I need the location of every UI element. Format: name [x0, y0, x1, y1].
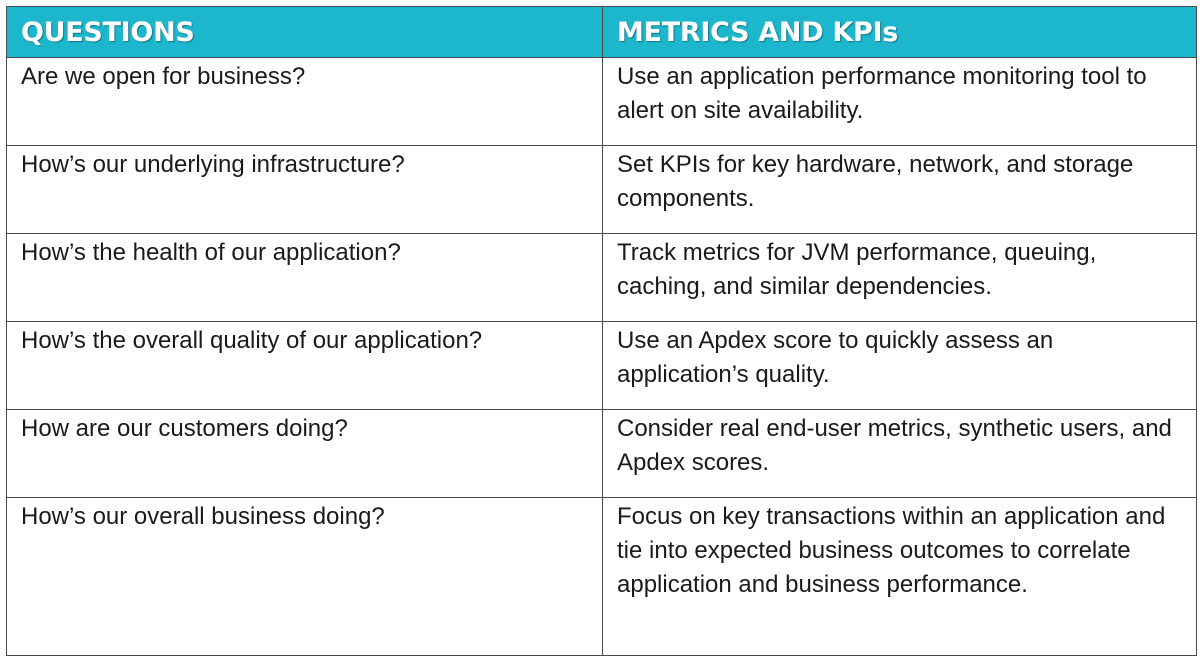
header-row: QUESTIONS METRICS AND KPIs: [6, 6, 1197, 58]
table-row: Are we open for business? Use an applica…: [6, 57, 1197, 146]
table-row: How’s the health of our application? Tra…: [6, 233, 1197, 322]
question-cell: How’s our overall business doing?: [6, 497, 603, 656]
table-header: QUESTIONS METRICS AND KPIs: [6, 6, 1197, 58]
question-cell: How’s our underlying infrastructure?: [6, 145, 603, 234]
table-row: How’s our overall business doing? Focus …: [6, 497, 1197, 656]
metric-cell: Use an application performance monitorin…: [602, 57, 1197, 146]
header-metrics-and-kpis: METRICS AND KPIs: [602, 6, 1197, 58]
question-cell: Are we open for business?: [6, 57, 603, 146]
metric-cell: Set KPIs for key hardware, network, and …: [602, 145, 1197, 234]
table-row: How’s the overall quality of our applica…: [6, 321, 1197, 410]
question-cell: How are our customers doing?: [6, 409, 603, 498]
table-body: Are we open for business? Use an applica…: [6, 57, 1197, 656]
metric-cell: Use an Apdex score to quickly assess an …: [602, 321, 1197, 410]
table-row: How are our customers doing? Consider re…: [6, 409, 1197, 498]
question-cell: How’s the overall quality of our applica…: [6, 321, 603, 410]
questions-metrics-table: QUESTIONS METRICS AND KPIs Are we open f…: [6, 6, 1197, 656]
metric-cell: Track metrics for JVM performance, queui…: [602, 233, 1197, 322]
metric-cell: Focus on key transactions within an appl…: [602, 497, 1197, 656]
header-questions: QUESTIONS: [6, 6, 603, 58]
question-cell: How’s the health of our application?: [6, 233, 603, 322]
questions-metrics-table-container: QUESTIONS METRICS AND KPIs Are we open f…: [6, 6, 1197, 656]
table-row: How’s our underlying infrastructure? Set…: [6, 145, 1197, 234]
metric-cell: Consider real end-user metrics, syntheti…: [602, 409, 1197, 498]
